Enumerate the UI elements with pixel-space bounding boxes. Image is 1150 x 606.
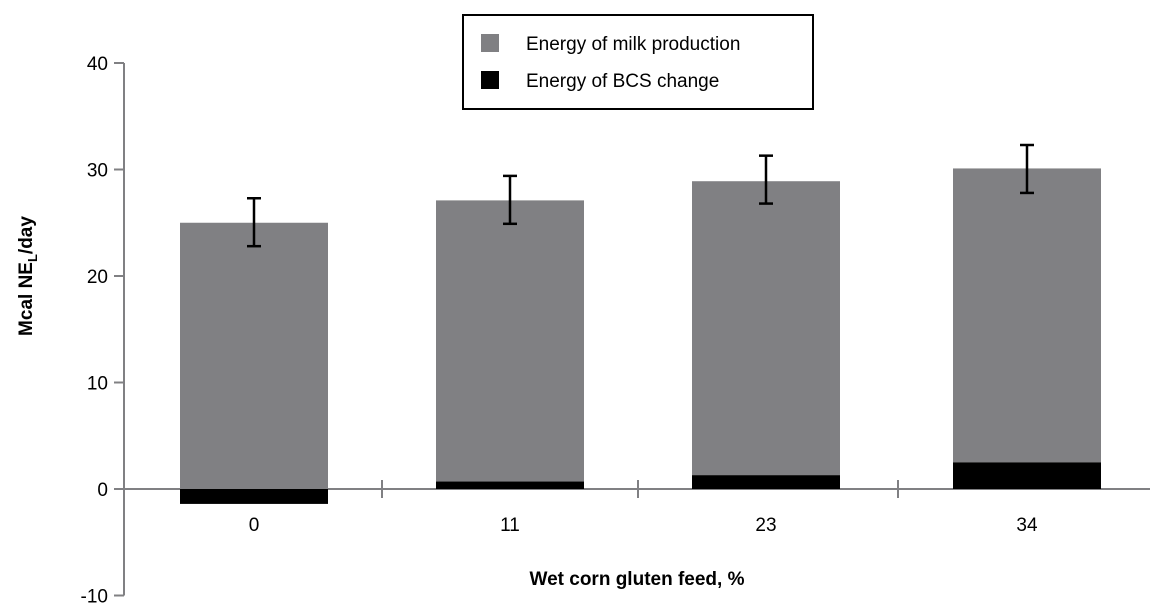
legend-label-milk: Energy of milk production: [526, 34, 740, 55]
bar-milk-11: [436, 200, 584, 482]
legend-box: [462, 14, 814, 110]
y-tick-label-40: 40: [87, 54, 108, 75]
y-axis-title-tail: /day: [16, 216, 37, 254]
y-axis-title-main: Mcal NE: [16, 262, 37, 336]
x-axis-title: Wet corn gluten feed, %: [529, 569, 744, 590]
legend-swatch-bcs: [481, 71, 499, 89]
x-tick-label-23: 23: [755, 515, 776, 536]
bar-bcs-0: [180, 489, 328, 504]
x-tick-label-34: 34: [1016, 515, 1038, 536]
bar-bcs-11: [436, 481, 584, 489]
y-tick-label-10: 10: [87, 374, 108, 395]
error-bars: [247, 143, 1034, 248]
bars: [180, 168, 1101, 504]
bar-bcs-23: [692, 475, 840, 489]
bar-bcs-34: [953, 462, 1101, 489]
y-tick-label-0: 0: [97, 480, 108, 501]
tick-labels: -10 0 10 20 30 40 0 11 23 34: [81, 54, 1038, 606]
y-axis-title-subscript: L: [25, 254, 40, 262]
x-tick-label-0: 0: [249, 515, 260, 536]
x-tick-label-11: 11: [500, 515, 520, 536]
bar-milk-34: [953, 168, 1101, 463]
legend-swatch-milk: [481, 34, 499, 52]
y-tick-label--10: -10: [81, 587, 108, 606]
y-tick-label-30: 30: [87, 161, 108, 182]
y-tick-label-20: 20: [87, 267, 108, 288]
y-axis-title: Mcal NEL/day: [16, 216, 40, 336]
bar-milk-23: [692, 181, 840, 476]
bar-milk-0: [180, 222, 328, 489]
legend-label-bcs: Energy of BCS change: [526, 71, 719, 92]
legend: Energy of milk production Energy of BCS …: [462, 14, 814, 110]
